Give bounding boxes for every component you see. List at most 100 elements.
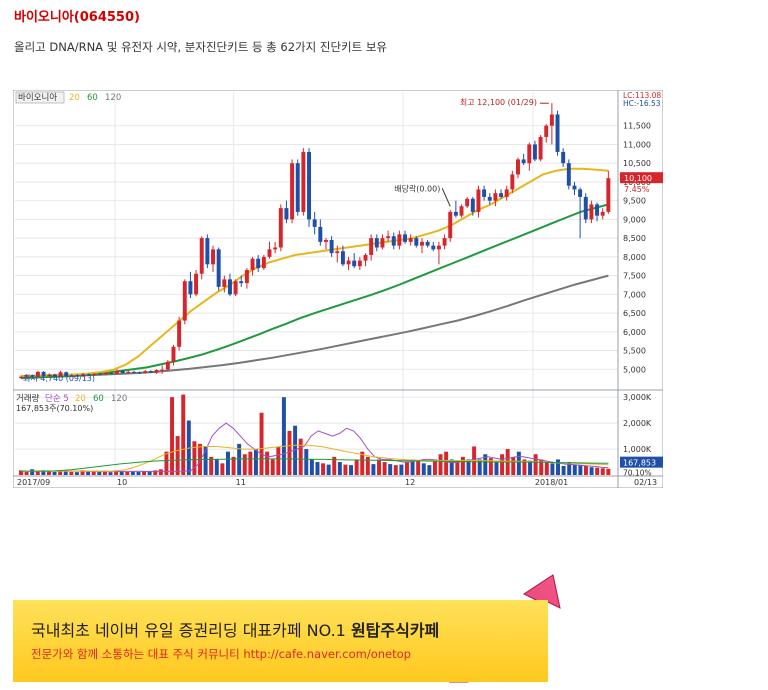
volume-bar (388, 464, 393, 475)
candle-body (115, 370, 119, 374)
volume-bar (315, 462, 320, 475)
high-annotation: 최고 12,100 (01/29) (460, 97, 537, 107)
volume-bar (281, 397, 286, 475)
volume-bar (349, 465, 354, 475)
candle-body (24, 375, 29, 377)
volume-bar (242, 454, 247, 475)
volume-bar (466, 459, 471, 475)
candle-body (583, 196, 588, 220)
candle-body (555, 114, 560, 152)
price-tick-label: 7,500 (623, 272, 646, 281)
price-tick-label: 11,500 (623, 122, 651, 131)
banner-sub-text: 전문가와 함께 소통하는 대표 주식 커뮤니티 (31, 647, 240, 661)
volume-bar (125, 471, 130, 475)
time-tick-label: 02/13 (634, 478, 657, 487)
volume-bar (477, 459, 482, 475)
volume-bar (30, 469, 35, 475)
volume-bar (130, 471, 135, 475)
volume-bar (438, 454, 443, 475)
candle-body (307, 151, 312, 220)
volume-bar (147, 471, 152, 475)
banner-url-link[interactable]: http://cafe.naver.com/onetop (243, 647, 411, 661)
promo-banner[interactable]: 국내최초 네이버 유일 증권리딩 대표카페 NO.1 원탑주식카페 전문가와 함… (13, 600, 548, 682)
volume-ma20-line (21, 444, 609, 472)
candle-body (493, 193, 498, 201)
volume-bar (365, 456, 370, 475)
candle-body (482, 189, 487, 197)
banner-subline: 전문가와 함께 소통하는 대표 주식 커뮤니티 http://cafe.nave… (31, 646, 411, 662)
candle-body (256, 258, 261, 269)
candle-body (346, 260, 351, 265)
volume-legend-item: 단순 5 (45, 393, 69, 404)
volume-bar (80, 470, 85, 475)
volume-bar (578, 465, 583, 475)
volume-bar (343, 464, 348, 475)
candle-body (397, 234, 402, 246)
candle-body (284, 208, 289, 220)
volume-bar (460, 456, 465, 475)
volume-bar (69, 471, 74, 475)
volume-bar (567, 462, 572, 475)
ma120-line (20, 274, 609, 380)
candle-body (425, 241, 430, 246)
candle-body (386, 236, 391, 239)
volume-bar (298, 438, 303, 475)
candle-body (290, 163, 295, 220)
candle-body (487, 196, 492, 201)
candle-body (267, 249, 272, 257)
volume-bar (309, 459, 314, 475)
volume-bar (91, 471, 96, 475)
volume-legend-item: 120 (111, 394, 127, 404)
volume-bar (248, 451, 253, 475)
volume-bar (483, 454, 488, 475)
candle-body (380, 238, 385, 248)
volume-bar (86, 471, 91, 475)
price-tick-label: 6,500 (623, 309, 646, 318)
ma-legend-item: 20 (69, 93, 80, 103)
volume-bar (377, 459, 381, 475)
volume-legend-item: 20 (75, 394, 86, 404)
volume-bar (550, 463, 555, 475)
candle-body (323, 240, 328, 242)
candle-body (499, 193, 504, 197)
volume-bar (97, 471, 102, 475)
volume-bar (270, 459, 275, 475)
candle-body (436, 245, 441, 250)
price-tick-label: 5,500 (623, 347, 646, 356)
candle-body (148, 371, 153, 373)
stock-description: 올리고 DNA/RNA 및 유전자 시약, 분자진단키트 등 총 62가지 진단… (14, 40, 388, 54)
candle-body (216, 249, 221, 287)
candle-body (544, 125, 549, 137)
candle-body (521, 159, 526, 164)
price-tick-label: 6,000 (623, 328, 646, 337)
volume-bar (516, 451, 521, 475)
candle-body (154, 370, 159, 373)
banner-headline: 국내최초 네이버 유일 증권리딩 대표카페 NO.1 원탑주식카페 (31, 617, 439, 641)
volume-bar (522, 459, 527, 475)
volume-bar (393, 465, 398, 475)
volume-bar (500, 454, 505, 475)
time-tick-label: 12 (405, 478, 415, 487)
candle-body (227, 279, 232, 295)
volume-bar (382, 462, 387, 475)
time-tick-label: 11 (236, 478, 246, 487)
candle-body (504, 189, 509, 197)
candle-body (194, 273, 199, 295)
candle-body (35, 371, 40, 377)
volume-bar (265, 451, 270, 475)
price-tick-label: 9,000 (623, 215, 646, 224)
volume-bar (427, 465, 432, 475)
candle-body (98, 373, 103, 375)
candle-body (420, 241, 424, 246)
candle-body (527, 144, 532, 164)
volume-bar (181, 394, 186, 475)
candle-body (448, 211, 453, 239)
volume-bar (259, 412, 264, 475)
candle-body (312, 219, 317, 227)
stock-label-box (15, 91, 65, 104)
candle-body (459, 206, 464, 216)
candle-body (278, 208, 283, 248)
candle-body (606, 178, 611, 212)
volume-bar (192, 441, 197, 475)
candle-body (239, 281, 244, 284)
